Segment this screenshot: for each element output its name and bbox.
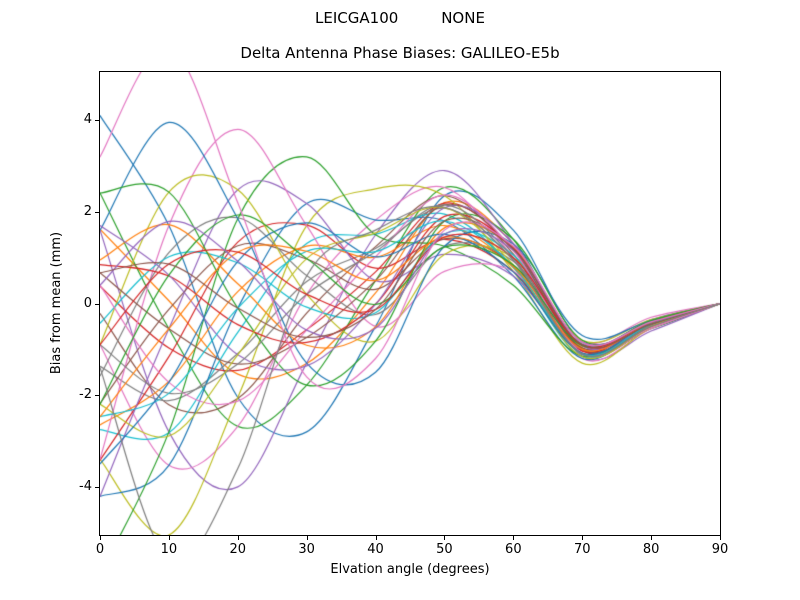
x-tick-label: 10 xyxy=(160,542,178,557)
x-tick-mark xyxy=(237,536,239,540)
plot-area xyxy=(99,71,721,536)
x-tick-mark xyxy=(444,536,446,540)
figure-suptitle: LEICGA100 NONE xyxy=(315,9,485,27)
x-tick-mark xyxy=(720,536,721,540)
y-tick-mark xyxy=(95,211,99,213)
axes-title: Delta Antenna Phase Biases: GALILEO-E5b xyxy=(240,44,560,62)
y-tick-label: 2 xyxy=(83,203,92,219)
x-tick-mark xyxy=(375,536,377,540)
y-tick-label: 0 xyxy=(83,295,92,311)
x-tick-label: 80 xyxy=(642,542,660,557)
x-tick-label: 40 xyxy=(367,542,384,557)
y-tick-mark xyxy=(95,395,99,397)
x-tick-mark xyxy=(513,536,515,540)
y-tick-mark xyxy=(95,303,99,305)
x-tick-label: 20 xyxy=(229,542,247,557)
y-tick-mark xyxy=(95,120,99,122)
x-tick-mark xyxy=(100,536,101,540)
y-tick-mark xyxy=(95,486,99,488)
x-tick-mark xyxy=(582,536,584,540)
x-tick-label: 30 xyxy=(298,542,315,557)
x-tick-label: 0 xyxy=(95,542,105,557)
y-tick-label: -4 xyxy=(79,478,92,494)
x-tick-mark xyxy=(306,536,308,540)
x-tick-label: 50 xyxy=(436,542,453,557)
y-tick-label: -2 xyxy=(79,387,92,403)
x-axis-label: Elvation angle (degrees) xyxy=(330,562,490,577)
x-tick-mark xyxy=(168,536,170,540)
x-tick-label: 60 xyxy=(505,542,522,557)
plot-canvas xyxy=(100,72,720,535)
x-tick-label: 70 xyxy=(573,542,591,557)
y-tick-label: 4 xyxy=(83,112,92,128)
x-tick-label: 90 xyxy=(711,542,729,557)
x-tick-mark xyxy=(651,536,653,540)
